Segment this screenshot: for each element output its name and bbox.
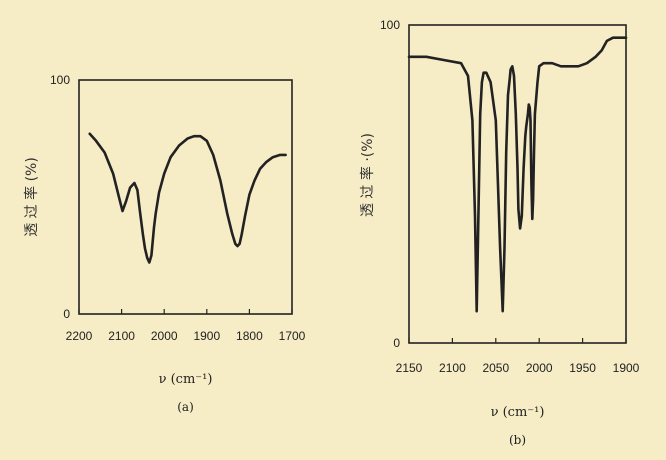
plot-frame	[78, 79, 293, 315]
y-tick-label: 100	[380, 18, 400, 32]
x-tick-label: 2000	[151, 329, 178, 343]
x-tick-label: 2150	[396, 361, 423, 375]
spectrum-line	[88, 132, 287, 264]
x-tick-label: 1900	[193, 329, 220, 343]
x-tick-label: 1900	[613, 361, 640, 375]
x-tick-label: 2100	[439, 361, 466, 375]
plot-frame	[408, 24, 627, 344]
y-axis-label: 透 过 率 ·(%)	[359, 133, 376, 217]
y-tick-label: 0	[393, 336, 400, 350]
panel-label: (a)	[177, 400, 194, 414]
x-tick-label: 2000	[526, 361, 553, 375]
x-tick-label: 1700	[279, 329, 306, 343]
spectrum-line	[407, 36, 628, 313]
x-axis-label: ν (cm⁻¹)	[159, 372, 213, 387]
x-tick-label: 2200	[66, 329, 93, 343]
y-axis-label: 透 过 率 (%)	[23, 157, 40, 237]
y-tick-label: 0	[63, 307, 70, 321]
x-tick-label: 2050	[482, 361, 509, 375]
chart-panel-b: 2150 2100 2050 2000 1950 1900 0 100 透 过 率 ·(%) ν …	[359, 18, 640, 447]
x-tick-label: 1800	[236, 329, 263, 343]
x-axis-label: ν (cm⁻¹)	[491, 405, 545, 420]
x-tick-label: 1950	[569, 361, 596, 375]
x-tick-label: 2100	[108, 329, 135, 343]
y-tick-label: 100	[50, 73, 70, 87]
panel-label: (b)	[509, 433, 526, 447]
chart-panel-a: 2200 2100 2000 1900 1800 1700 0 100 透 过 率 (%) ν (…	[23, 73, 306, 414]
